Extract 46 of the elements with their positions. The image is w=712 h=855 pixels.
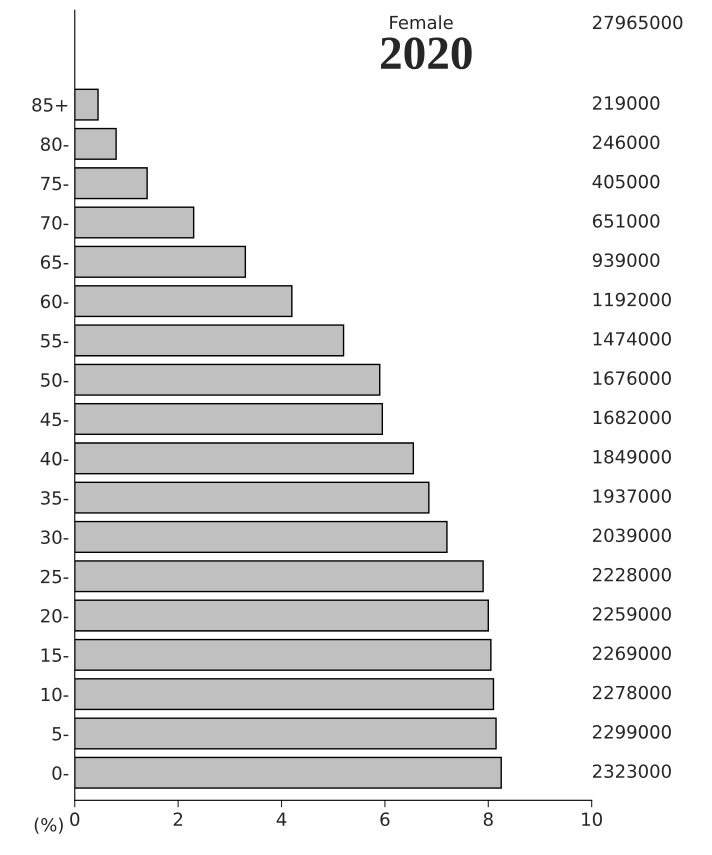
y-tick-label: 15- <box>42 648 68 662</box>
y-tick-label: 40- <box>40 452 68 466</box>
y-tick-label: 20- <box>41 609 68 623</box>
text: Female <box>390 15 453 30</box>
x-tick-label: 6 <box>380 812 390 826</box>
y-tick-label: 0- <box>52 766 68 780</box>
text: 405000 <box>592 174 660 188</box>
text: 1192000 <box>594 292 671 306</box>
text: 939000 <box>592 253 660 268</box>
y-tick-label: 65- <box>40 255 68 269</box>
text: 27965000 <box>592 16 682 30</box>
y-tick-label: 70- <box>41 216 68 230</box>
text: 1682000 <box>594 410 671 424</box>
y-tick-label: 60- <box>40 294 68 308</box>
chart-title: 2020 <box>381 37 472 70</box>
text: 1676000 <box>594 371 671 385</box>
text: 2039000 <box>592 528 671 542</box>
y-tick-label: 45- <box>40 412 68 426</box>
text: 2259000 <box>592 607 671 621</box>
y-tick-label: 35- <box>41 491 68 505</box>
y-tick-label: 5- <box>52 727 68 741</box>
x-tick-label: 10 <box>582 812 602 826</box>
x-axis-title: (%) <box>34 818 63 834</box>
x-tick-label: 8 <box>484 812 493 826</box>
y-tick-label: 25- <box>41 570 68 584</box>
text: 2228000 <box>592 568 671 582</box>
text: 2299000 <box>592 725 671 739</box>
text: 219000 <box>592 96 660 110</box>
text: 651000 <box>592 214 660 228</box>
text: 1849000 <box>594 450 671 464</box>
text: 1474000 <box>594 332 671 346</box>
y-tick-label: 75- <box>41 176 68 190</box>
text: 2278000 <box>592 686 671 700</box>
y-tick-label: 30- <box>41 530 68 544</box>
y-tick-label: 85+ <box>32 98 68 112</box>
y-tick-label: 55- <box>41 334 68 348</box>
x-tick-label: 4 <box>276 812 286 826</box>
text: 2269000 <box>592 646 671 660</box>
text: 1937000 <box>594 489 671 503</box>
text: 2323000 <box>592 764 671 778</box>
y-tick-label: 10- <box>42 688 68 702</box>
text: 246000 <box>592 135 660 150</box>
x-tick-label: 0 <box>70 812 80 826</box>
x-tick-label: 2 <box>174 812 182 826</box>
y-tick-label: 50- <box>41 373 68 387</box>
y-tick-label: 80- <box>40 137 68 152</box>
